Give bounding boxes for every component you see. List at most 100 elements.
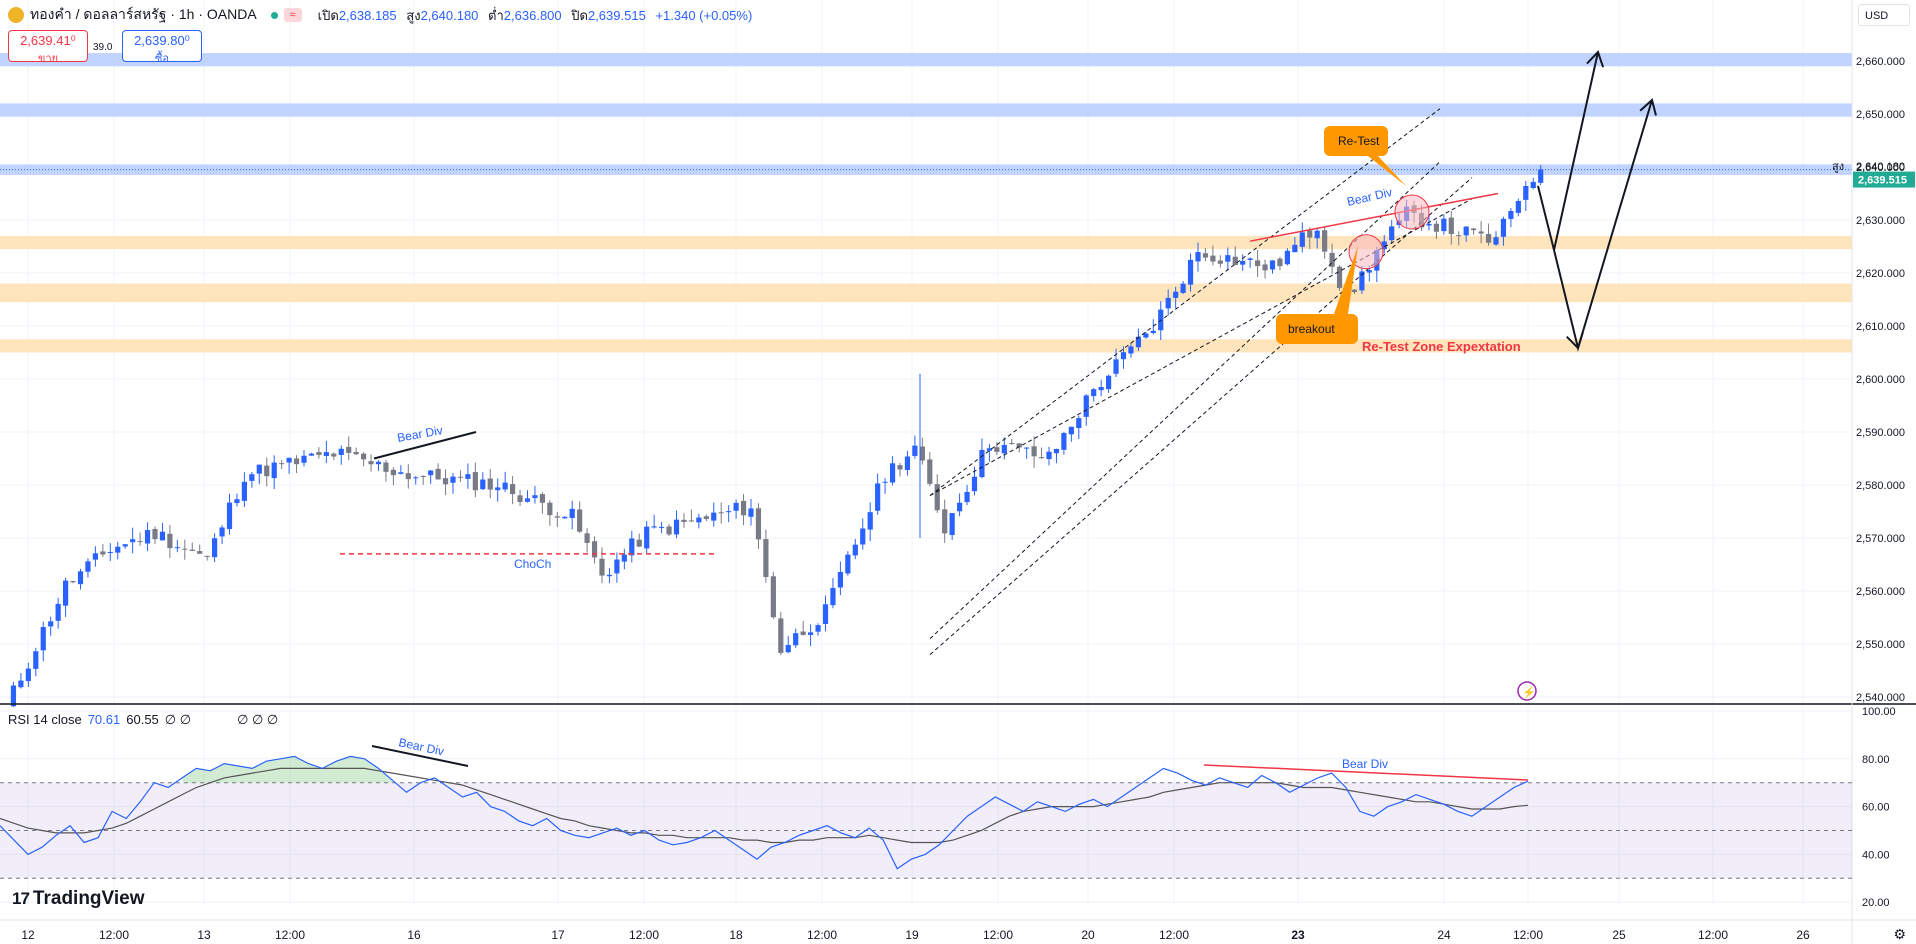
gear-icon[interactable]: ⚙ — [1893, 926, 1906, 942]
candle-body — [405, 473, 411, 480]
price-tick-label: 2,590.000 — [1856, 427, 1905, 439]
high-value: 2,640.180 — [420, 7, 479, 23]
zone-blue-2 — [0, 164, 1852, 175]
rsi-overbought-fill — [336, 756, 351, 783]
candle-body — [383, 462, 389, 472]
candle-body — [63, 580, 69, 606]
candle-body — [875, 483, 881, 511]
rsi-ma-line — [0, 767, 1529, 844]
candle-body — [569, 508, 575, 519]
retest-circle-low — [1348, 234, 1384, 270]
candle-body — [1292, 244, 1298, 253]
symbol-title[interactable]: ทองคำ / ดอลลาร์สหรัฐ · 1h · OANDA — [30, 6, 257, 22]
candle-body — [837, 571, 843, 588]
candle-body — [1135, 336, 1141, 348]
candle-body — [1076, 418, 1082, 428]
candle-body — [919, 446, 925, 461]
close-value: 2,639.515 — [587, 7, 646, 23]
rsi-overbought-fill — [210, 763, 225, 783]
candle-body — [1180, 283, 1186, 293]
price-tick-label: 2,660.000 — [1856, 56, 1905, 68]
buy-button[interactable]: 2,639.80⁰ ซื้อ — [122, 30, 202, 65]
candles-group — [10, 165, 1544, 708]
rsi-bear-div-2-label: Bear Div — [1342, 757, 1388, 771]
low-value: 2,636.800 — [503, 7, 562, 23]
candle-body — [48, 621, 54, 627]
approx-badge: ≈ — [283, 8, 302, 22]
candle-body — [1038, 457, 1045, 459]
candle-body — [666, 526, 672, 535]
candle-body — [889, 463, 896, 483]
rsi-tick-label: 80.00 — [1862, 754, 1890, 766]
candle-body — [986, 448, 992, 451]
candle-body — [711, 512, 717, 521]
sell-button[interactable]: 2,639.41⁰ ขาย — [8, 30, 88, 65]
zone-orange-4 — [0, 283, 1852, 303]
time-tick-label: 12:00 — [629, 928, 659, 942]
sell-label: ขาย — [37, 53, 59, 65]
price-tick-label: 2,650.000 — [1856, 109, 1905, 121]
candle-body — [1120, 352, 1127, 360]
red-trendline — [1249, 192, 1499, 242]
candle-body — [1001, 444, 1007, 454]
candle-body — [1053, 449, 1060, 454]
low-label: ต่ำ — [488, 7, 504, 23]
candle-body — [949, 513, 955, 536]
open-label: เปิด — [317, 7, 339, 23]
candle-body — [1225, 255, 1231, 262]
candle-body — [10, 685, 17, 707]
candle-body — [852, 544, 858, 556]
zone-blue-0 — [0, 53, 1852, 67]
candle-body — [1061, 433, 1067, 450]
candle-body — [1195, 252, 1201, 262]
candle-body — [957, 502, 963, 512]
candle-body — [599, 558, 605, 576]
spread-value: 39.0 — [93, 42, 113, 53]
time-tick-label: 16 — [407, 928, 421, 942]
candle-body — [1068, 426, 1074, 435]
candle-body — [390, 469, 396, 476]
high-marker-value: 2,640.180 — [1856, 161, 1905, 173]
candle-body — [718, 512, 724, 514]
candle-body — [40, 627, 46, 651]
time-tick-label: 12:00 — [807, 928, 837, 942]
candle-body — [487, 478, 493, 490]
candle-body — [92, 553, 98, 560]
candle-body — [428, 470, 434, 476]
price-tick-label: 2,640.000 — [1856, 162, 1905, 174]
time-tick-label: 25 — [1612, 928, 1626, 942]
rsi-header[interactable]: RSI 14 close 70.61 60.55 ∅ ∅ ∅ ∅ ∅ — [8, 712, 278, 728]
candle-body — [770, 576, 776, 618]
candle-body — [293, 458, 300, 465]
candle-body — [375, 461, 382, 465]
candle-body — [338, 448, 344, 455]
candle-body — [1009, 443, 1015, 445]
candle-body — [197, 551, 203, 554]
candle-body — [554, 516, 560, 518]
candle-body — [1016, 443, 1022, 448]
candle-body — [703, 516, 709, 519]
candle-body — [1269, 260, 1276, 270]
candle-body — [301, 455, 307, 463]
candle-body — [897, 465, 903, 470]
candle-body — [77, 571, 84, 585]
buy-price: 2,639.80⁰ — [134, 33, 190, 48]
rsi-overbought-fill — [280, 756, 295, 783]
price-tick-label: 2,620.000 — [1856, 268, 1905, 280]
candle-body — [577, 509, 583, 532]
candle-body — [1232, 256, 1238, 265]
candle-body — [25, 668, 31, 682]
candle-body — [137, 541, 143, 543]
price-tick-label: 2,540.000 — [1856, 692, 1905, 704]
tradingview-logo[interactable]: 17 TradingView — [12, 888, 145, 910]
currency-selector[interactable]: USD — [1858, 4, 1910, 26]
candle-body — [1538, 169, 1544, 183]
retest-callout-label: Re-Test — [1338, 134, 1380, 148]
candle-body — [1426, 223, 1432, 226]
candle-body — [1150, 330, 1156, 334]
zone-blue-1 — [0, 103, 1852, 117]
candle-body — [934, 484, 940, 511]
candle-body — [740, 500, 747, 516]
candle-body — [286, 457, 292, 463]
